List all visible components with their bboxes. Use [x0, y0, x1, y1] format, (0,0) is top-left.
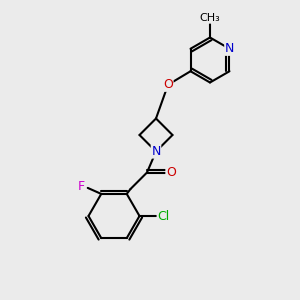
Text: O: O — [163, 78, 173, 91]
Text: CH₃: CH₃ — [200, 13, 220, 23]
Text: F: F — [78, 180, 85, 193]
Text: Cl: Cl — [158, 209, 169, 223]
Text: O: O — [166, 166, 176, 179]
Text: N: N — [225, 42, 234, 55]
Text: N: N — [151, 145, 161, 158]
